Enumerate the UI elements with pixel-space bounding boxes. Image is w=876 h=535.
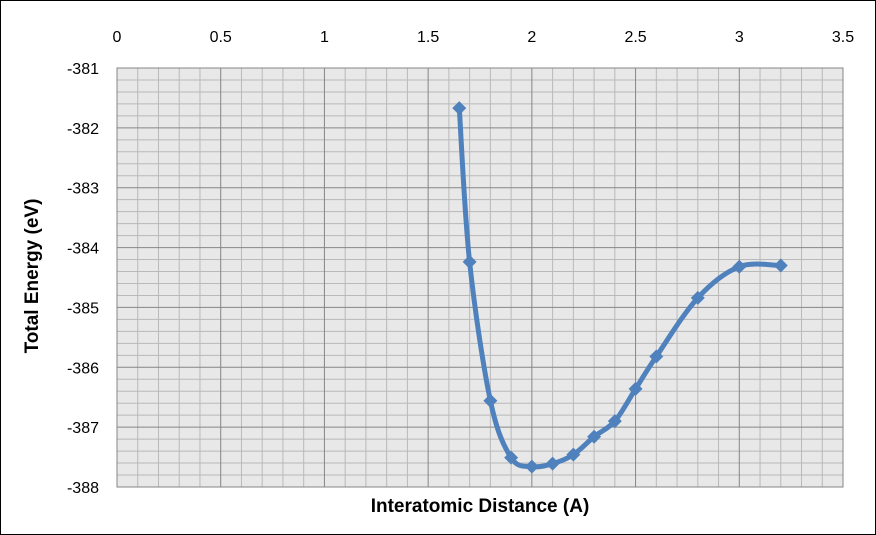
y-tick-label: -383 bbox=[67, 181, 99, 198]
y-axis-title: Total Energy (eV) bbox=[22, 199, 43, 354]
data-point-marker bbox=[732, 259, 747, 274]
data-point-marker bbox=[773, 258, 788, 273]
x-tick-label: 3 bbox=[735, 29, 744, 46]
x-tick-label: 3.5 bbox=[832, 29, 854, 46]
data-point-marker bbox=[690, 290, 705, 305]
x-tick-label: 0.5 bbox=[210, 29, 232, 46]
data-point-marker bbox=[607, 414, 622, 429]
y-tick-label: -382 bbox=[67, 121, 99, 138]
data-point-marker bbox=[524, 459, 539, 474]
x-axis-tick-labels: 0 0.5 1 1.5 2 2.5 3 3.5 bbox=[113, 29, 855, 46]
major-gridlines bbox=[116, 67, 844, 488]
plot-area bbox=[117, 68, 843, 487]
data-point-marker bbox=[462, 254, 477, 269]
x-axis-title: Interatomic Distance (A) bbox=[371, 496, 590, 517]
data-point-marker bbox=[566, 447, 581, 462]
y-tick-label: -385 bbox=[67, 300, 99, 317]
y-tick-label: -386 bbox=[67, 360, 99, 377]
data-point-markers bbox=[452, 101, 788, 474]
x-tick-label: 1 bbox=[320, 29, 329, 46]
y-tick-label: -388 bbox=[67, 480, 99, 497]
y-tick-label: -381 bbox=[67, 61, 99, 78]
x-tick-label: 2 bbox=[527, 29, 536, 46]
x-tick-label: 1.5 bbox=[417, 29, 439, 46]
data-point-marker bbox=[504, 450, 519, 465]
minor-gridlines bbox=[117, 68, 843, 487]
data-point-marker bbox=[628, 381, 643, 396]
x-tick-label: 2.5 bbox=[624, 29, 646, 46]
y-tick-label: -387 bbox=[67, 420, 99, 437]
y-tick-label: -384 bbox=[67, 241, 99, 258]
plot-border bbox=[116, 67, 844, 488]
data-point-marker bbox=[452, 101, 467, 116]
x-tick-label: 0 bbox=[113, 29, 122, 46]
y-axis-tick-labels: -381 -382 -383 -384 -385 -386 -387 -388 bbox=[67, 61, 99, 497]
data-point-marker bbox=[545, 456, 560, 471]
data-point-marker bbox=[483, 393, 498, 408]
data-point-marker bbox=[649, 349, 664, 364]
data-point-marker bbox=[587, 429, 602, 444]
